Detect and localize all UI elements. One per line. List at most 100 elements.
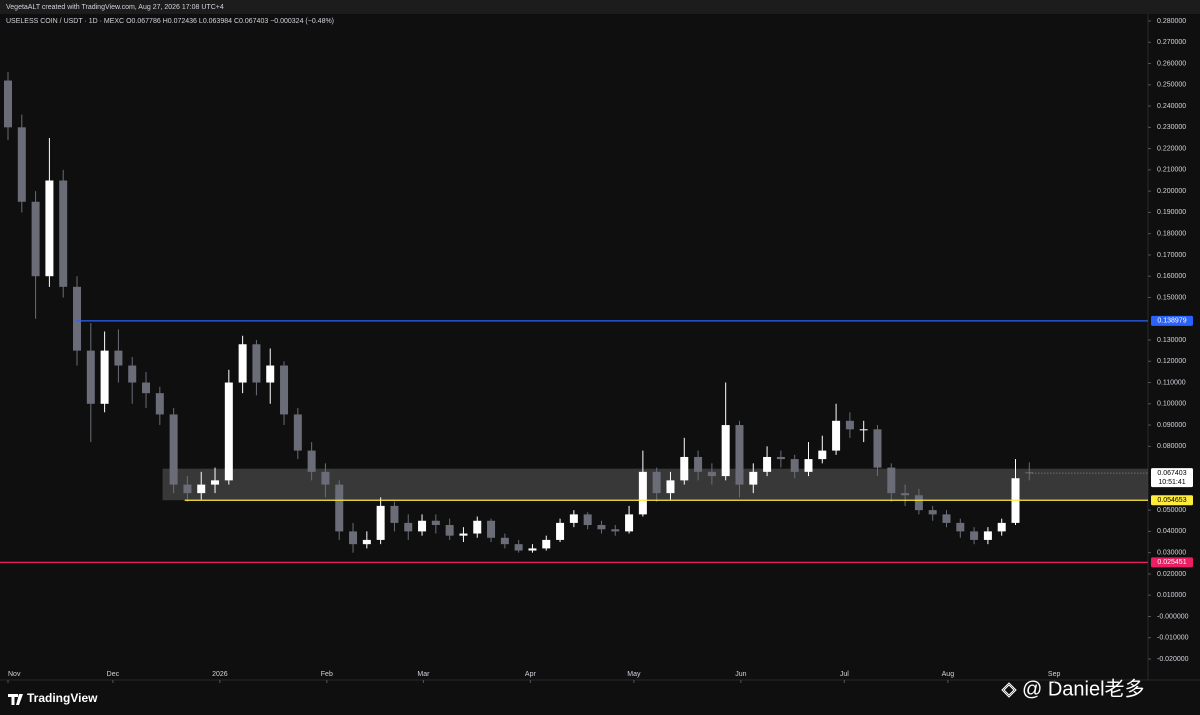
candle-body [901, 493, 910, 496]
y-tick-label: 0.080000 [1157, 443, 1186, 450]
y-tick-label: 0.010000 [1157, 592, 1186, 599]
candle-body [487, 520, 496, 538]
ohlc-value: 0.063984 [203, 18, 232, 25]
ohlc-value: 0.067403 [239, 18, 268, 25]
level-label: 0.054653 [1157, 497, 1186, 504]
candle-body [776, 456, 785, 460]
candle-body [349, 531, 358, 545]
candle-body [59, 180, 68, 287]
y-tick-label: 0.120000 [1157, 358, 1186, 365]
candle-body [224, 382, 233, 481]
candle-body [114, 350, 123, 366]
symbol: USELESS COIN / USDT · 1D · MEXC [6, 18, 124, 25]
candle-body [818, 450, 827, 460]
candle-body [514, 544, 523, 551]
y-tick-label: 0.190000 [1157, 209, 1186, 216]
candle-body [445, 525, 454, 536]
candle-body [763, 456, 772, 472]
footer-bar [0, 688, 1200, 715]
candle-body [914, 495, 923, 511]
candle-body [694, 456, 703, 472]
y-tick-label: -0.010000 [1157, 635, 1189, 642]
brand-logo [8, 694, 23, 705]
candle-body [335, 484, 344, 532]
candle-body [625, 514, 634, 532]
candle-body [376, 505, 385, 540]
candle-body [569, 514, 578, 523]
candle-body [211, 480, 220, 485]
watermark-icon [1001, 682, 1017, 698]
y-tick-label: 0.270000 [1157, 39, 1186, 46]
x-tick-label: Sep [1048, 671, 1061, 678]
candle-body [431, 520, 440, 526]
y-tick-label: 0.280000 [1157, 18, 1186, 25]
candle-body [652, 471, 661, 494]
candle-body [956, 522, 965, 532]
candle-body [4, 80, 13, 128]
last-price-box [1151, 468, 1193, 488]
y-tick-label: 0.130000 [1157, 337, 1186, 344]
y-tick-label: 0.180000 [1157, 231, 1186, 238]
candle-body [804, 459, 813, 472]
countdown: 10:51:41 [1158, 479, 1185, 486]
candle-body [859, 429, 868, 431]
candle-body [142, 382, 151, 394]
candle-body [473, 520, 482, 534]
candle-body [611, 529, 620, 532]
y-tick-label: 0.090000 [1157, 422, 1186, 429]
candle-body [983, 531, 992, 540]
level-label: 0.138979 [1157, 318, 1186, 325]
candle-body [528, 548, 537, 551]
candle-body [873, 429, 882, 468]
y-tick-label: 0.170000 [1157, 252, 1186, 259]
candle-body [638, 471, 647, 515]
y-tick-label: 0.020000 [1157, 571, 1186, 578]
x-tick-label: Jun [735, 671, 746, 678]
level-label-box [1151, 495, 1193, 506]
x-tick-label: May [627, 671, 641, 678]
candle-body [970, 531, 979, 540]
symbol-legend: USELESS COIN / USDT · 1D · MEXC O0.06778… [6, 18, 334, 25]
candle-body [790, 459, 799, 472]
candle-body [418, 520, 427, 532]
y-tick-label: 0.040000 [1157, 528, 1186, 535]
ohlc-prefix: C [234, 18, 239, 25]
candle-body [887, 467, 896, 494]
candle-body [73, 286, 82, 351]
header-bar [0, 0, 1200, 14]
candle-body [832, 420, 841, 451]
candle-body [86, 350, 95, 404]
candle-body [749, 471, 758, 485]
candle-body [597, 525, 606, 530]
candle-body [280, 365, 289, 415]
level-label-box [1151, 315, 1193, 326]
candle-body [183, 484, 192, 494]
candle-body [155, 393, 164, 415]
candle-body [404, 522, 413, 532]
candle-body [252, 344, 261, 383]
x-tick-label: Nov [8, 671, 21, 678]
candle-body [293, 414, 302, 451]
y-tick-label: 0.250000 [1157, 82, 1186, 89]
candle-body [928, 510, 937, 515]
x-tick-label: Apr [525, 671, 537, 678]
candle-body [707, 471, 716, 477]
candle-body [362, 539, 371, 545]
candle-body [238, 344, 247, 383]
candle-body [542, 539, 551, 549]
candle-body [666, 480, 675, 494]
y-tick-label: 0.150000 [1157, 294, 1186, 301]
candle-body [942, 514, 951, 523]
candle-body [390, 505, 399, 523]
y-tick-label: 0.110000 [1157, 379, 1186, 386]
candle-body [500, 537, 509, 545]
y-tick-label: 0.200000 [1157, 188, 1186, 195]
y-tick-label: 0.160000 [1157, 273, 1186, 280]
candle-body [17, 127, 26, 202]
y-tick-label: 0.260000 [1157, 60, 1186, 67]
last-price-label: 0.067403 [1157, 470, 1186, 477]
level-label: 0.025451 [1157, 559, 1186, 566]
